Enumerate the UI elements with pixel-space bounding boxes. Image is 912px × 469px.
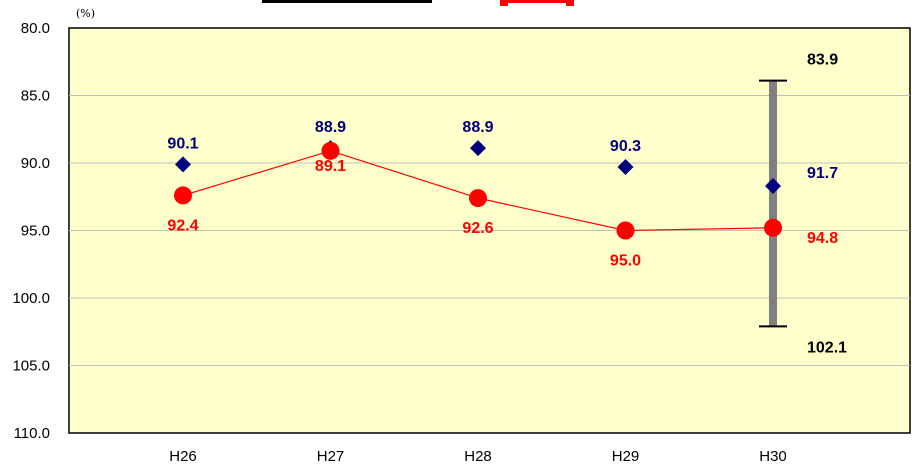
red-value-label: 89.1: [315, 158, 346, 175]
y-axis: 80.0 85.0 90.0 95.0 100.0 105.0 110.0: [12, 20, 50, 442]
blue-diamond-point: [470, 140, 486, 157]
y-tick-label: 100.0: [12, 290, 50, 307]
chart-title-fragment: [262, 0, 574, 6]
y-tick-label: 110.0: [14, 425, 50, 442]
red-value-label: 92.6: [462, 220, 493, 237]
range-bar: [759, 79, 787, 328]
blue-value-label: 90.1: [167, 135, 198, 152]
red-circle-point: [469, 189, 487, 208]
y-axis-unit-label: (%): [76, 7, 95, 20]
red-circle-point: [764, 218, 782, 237]
x-tick-label: H26: [169, 448, 197, 465]
blue-value-label: 88.9: [462, 119, 493, 136]
red-circle-point: [321, 141, 340, 160]
series-red-circles: [174, 141, 782, 240]
y-tick-label: 90.0: [21, 155, 50, 172]
red-value-label: 95.0: [610, 253, 641, 270]
x-tick-label: H30: [759, 448, 787, 465]
y-tick-label: 85.0: [21, 88, 50, 105]
blue-diamond-point: [175, 156, 191, 173]
red-value-label: 94.8: [807, 230, 838, 247]
x-axis: H26 H27 H28 H29 H30: [169, 448, 787, 465]
x-tick-label: H27: [317, 448, 345, 465]
range-low-label: 83.9: [807, 52, 838, 69]
x-tick-label: H28: [464, 448, 492, 465]
y-tick-label: 80.0: [21, 20, 50, 37]
blue-value-label: 88.9: [315, 119, 346, 136]
blue-diamond-point: [617, 159, 634, 176]
red-circle-point: [616, 221, 635, 240]
red-circle-point: [174, 186, 192, 205]
x-tick-label: H29: [612, 448, 640, 465]
blue-value-label: 91.7: [807, 165, 838, 182]
data-labels: 90.1 88.9 88.9 90.3 91.7 92.4 89.1 92.6 95.0 94.8…: [167, 52, 847, 357]
range-bar-body: [769, 80, 777, 327]
range-high-label: 102.1: [807, 339, 847, 356]
red-value-label: 92.4: [167, 217, 198, 234]
y-tick-label: 95.0: [21, 223, 50, 240]
blue-diamond-point: [765, 177, 781, 194]
blue-value-label: 90.3: [610, 138, 641, 155]
y-tick-label: 105.0: [12, 358, 50, 375]
